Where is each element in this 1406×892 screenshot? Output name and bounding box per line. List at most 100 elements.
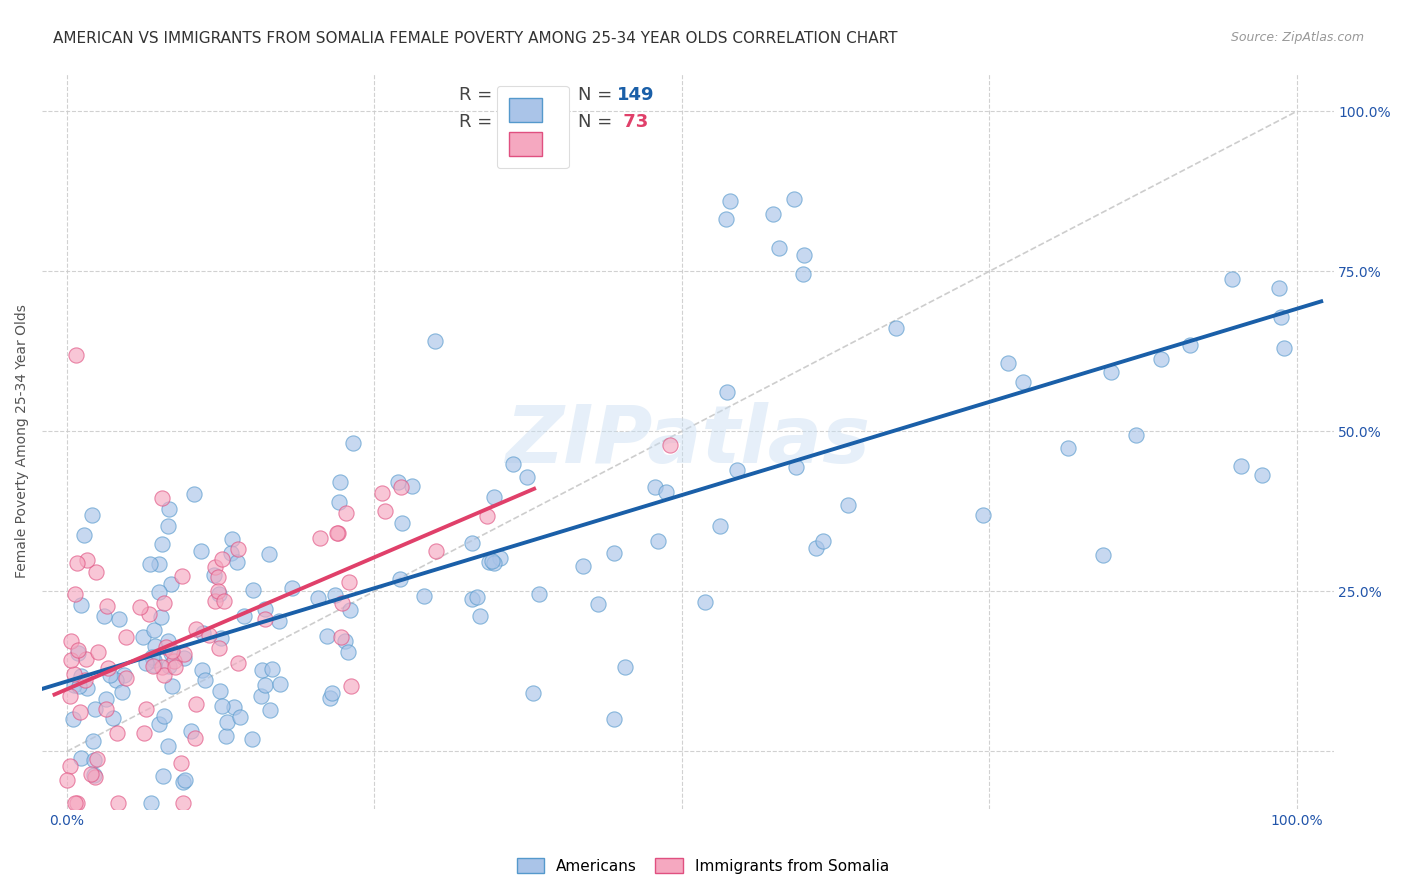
Point: [208, 587, 231, 601]
Point: [211, 698, 233, 713]
Point: [59, 633, 82, 648]
Point: [180, 723, 202, 738]
Point: [249, 690, 271, 704]
Point: [811, 533, 834, 548]
Point: [211, 551, 233, 566]
Point: [132, 726, 155, 740]
Point: [155, 640, 177, 655]
Point: [82, 508, 104, 523]
Point: [339, 680, 361, 694]
Point: [69, 750, 91, 764]
Point: [326, 526, 349, 541]
Point: [269, 614, 291, 628]
Point: [87, 644, 110, 658]
Point: [94, 692, 117, 706]
Point: [333, 634, 356, 648]
Point: [253, 601, 276, 615]
Point: [157, 659, 180, 673]
Point: [783, 192, 806, 206]
Point: [307, 591, 329, 606]
Point: [207, 640, 229, 655]
Point: [215, 714, 238, 729]
Point: [129, 599, 152, 614]
Point: [150, 537, 173, 551]
Point: [1220, 272, 1243, 286]
Point: [63, 666, 86, 681]
Point: [693, 595, 716, 609]
Point: [66, 796, 89, 810]
Point: [250, 663, 273, 677]
Point: [63, 678, 86, 692]
Point: [614, 660, 637, 674]
Point: [186, 697, 208, 711]
Point: [1178, 337, 1201, 351]
Point: [69, 705, 91, 719]
Text: 0.531: 0.531: [501, 112, 558, 131]
Point: [412, 590, 434, 604]
Legend: , : ,: [496, 86, 569, 169]
Point: [94, 702, 117, 716]
Point: [725, 463, 748, 477]
Point: [572, 558, 595, 573]
Point: [342, 436, 364, 450]
Point: [481, 554, 503, 568]
Point: [101, 711, 124, 725]
Point: [65, 348, 87, 362]
Point: [156, 633, 179, 648]
Point: [387, 475, 409, 489]
Point: [190, 663, 212, 677]
Point: [1099, 365, 1122, 379]
Point: [461, 535, 484, 549]
Point: [214, 594, 236, 608]
Point: [502, 457, 524, 471]
Point: [143, 658, 166, 673]
Point: [84, 566, 107, 580]
Point: [148, 717, 170, 731]
Point: [522, 686, 544, 700]
Point: [329, 475, 352, 489]
Point: [329, 631, 352, 645]
Point: [83, 768, 105, 782]
Point: [308, 531, 330, 545]
Point: [159, 646, 181, 660]
Point: [149, 610, 172, 624]
Point: [162, 679, 184, 693]
Point: [139, 557, 162, 571]
Text: R =: R =: [460, 112, 498, 131]
Point: [82, 734, 104, 748]
Point: [96, 599, 118, 613]
Point: [1268, 281, 1291, 295]
Point: [152, 596, 174, 610]
Point: [62, 712, 84, 726]
Point: [319, 691, 342, 706]
Point: [716, 385, 738, 400]
Point: [478, 555, 501, 569]
Point: [1251, 467, 1274, 482]
Point: [259, 703, 281, 717]
Point: [73, 673, 96, 687]
Point: [150, 491, 173, 505]
Point: [152, 769, 174, 783]
Point: [84, 702, 107, 716]
Point: [240, 731, 263, 746]
Text: AMERICAN VS IMMIGRANTS FROM SOMALIA FEMALE POVERTY AMONG 25-34 YEAR OLDS CORRELA: AMERICAN VS IMMIGRANTS FROM SOMALIA FEMA…: [53, 31, 898, 46]
Point: [183, 487, 205, 501]
Point: [105, 725, 128, 739]
Point: [603, 712, 626, 726]
Point: [221, 533, 243, 547]
Point: [172, 796, 194, 810]
Point: [67, 679, 90, 693]
Point: [107, 796, 129, 810]
Point: [135, 657, 157, 671]
Point: [142, 653, 165, 667]
Point: [204, 594, 226, 608]
Point: [173, 650, 195, 665]
Point: [112, 668, 135, 682]
Point: [475, 509, 498, 524]
Point: [172, 775, 194, 789]
Point: [328, 495, 350, 509]
Point: [58, 690, 80, 704]
Point: [111, 685, 134, 699]
Point: [654, 485, 676, 500]
Legend: Americans, Immigrants from Somalia: Americans, Immigrants from Somalia: [510, 852, 896, 880]
